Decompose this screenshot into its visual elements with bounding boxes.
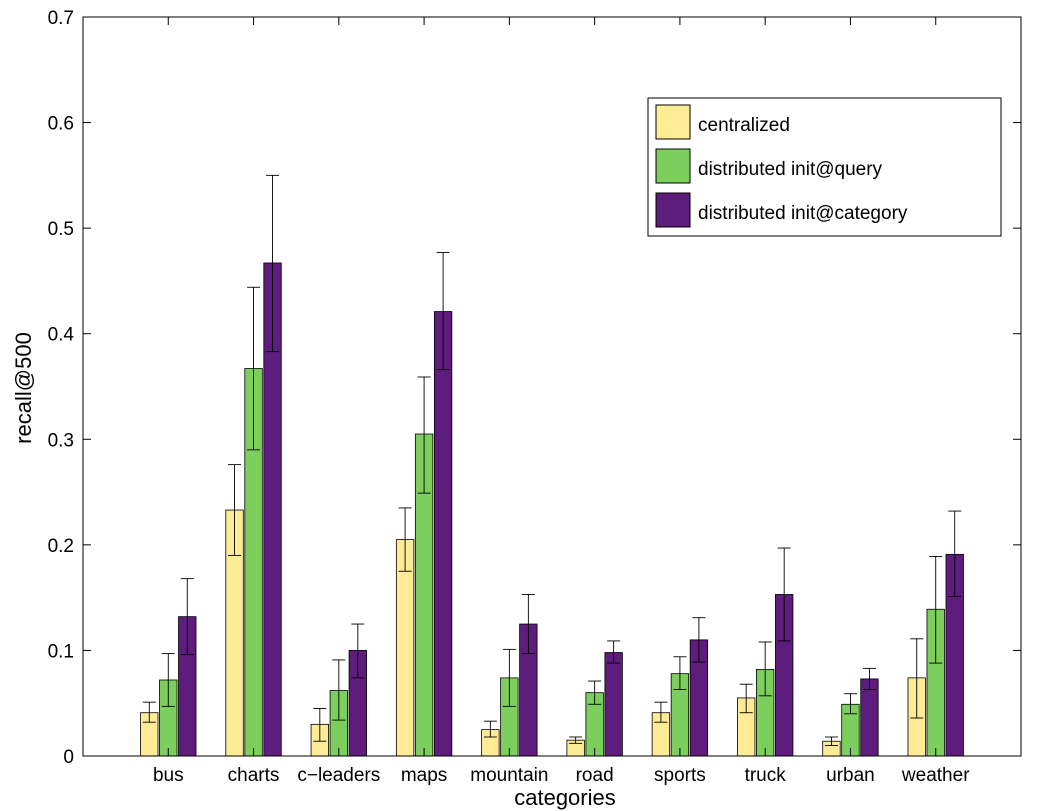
- x-tick-label: bus: [153, 765, 184, 786]
- bar-init-category-8: [860, 678, 879, 757]
- y-tick-label: 0.1: [48, 641, 74, 662]
- legend-label-init-category: distributed init@category: [698, 203, 908, 224]
- y-tick-label: 0.4: [48, 325, 75, 346]
- legend-swatch-init-query: [655, 148, 691, 184]
- legend-swatch-init-category: [655, 192, 691, 228]
- error-bars-layer: [142, 174, 962, 746]
- bar-centralized-3: [395, 539, 415, 757]
- x-tick-label: c−leaders: [297, 765, 380, 786]
- legend: centralized distributed init@query distr…: [647, 97, 1002, 237]
- y-axis-title: recall@500: [11, 332, 36, 444]
- y-axis-ticks: 0 0.1 0.2 0.3 0.4 0.5 0.6 0.7: [48, 8, 1021, 768]
- x-tick-label: road: [576, 765, 614, 786]
- x-axis-title: categories: [514, 785, 616, 810]
- y-tick-label: 0: [63, 747, 74, 768]
- y-tick-label: 0.6: [48, 114, 74, 135]
- y-tick-label: 0.7: [48, 8, 74, 29]
- x-tick-label: charts: [228, 765, 280, 786]
- y-tick-label: 0.3: [48, 430, 74, 451]
- x-tick-label: weather: [901, 765, 970, 786]
- bars-layer: [140, 262, 964, 757]
- legend-box: [647, 97, 1002, 237]
- y-tick-label: 0.5: [48, 219, 74, 240]
- plot-frame: [82, 16, 1022, 757]
- x-axis-ticks: bus charts c−leaders maps mountain road sports…: [153, 17, 970, 786]
- x-tick-label: sports: [654, 765, 706, 786]
- bar-init-category-5: [604, 652, 623, 757]
- x-tick-label: maps: [401, 765, 447, 786]
- x-tick-label: urban: [826, 765, 875, 786]
- legend-swatch-centralized: [655, 104, 691, 140]
- legend-label-centralized: centralized: [698, 115, 790, 136]
- bar-init-category-3: [433, 311, 453, 757]
- y-tick-label: 0.2: [48, 536, 74, 557]
- legend-label-init-query: distributed init@query: [698, 159, 883, 180]
- x-tick-label: truck: [745, 765, 787, 786]
- x-tick-label: mountain: [470, 765, 548, 786]
